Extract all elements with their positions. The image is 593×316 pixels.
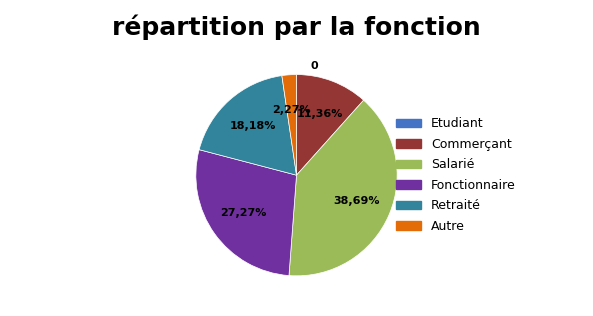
Text: 0: 0 [311, 62, 318, 71]
Text: 11,36%: 11,36% [296, 109, 343, 119]
Legend: Etudiant, Commerçant, Salarié, Fonctionnaire, Retraité, Autre: Etudiant, Commerçant, Salarié, Fonctionn… [391, 112, 521, 238]
Text: 2,27%: 2,27% [272, 105, 311, 115]
Wedge shape [296, 75, 364, 175]
Wedge shape [289, 100, 397, 276]
Wedge shape [282, 75, 296, 175]
Text: 27,27%: 27,27% [220, 208, 266, 218]
Wedge shape [199, 76, 296, 175]
Text: 18,18%: 18,18% [229, 121, 276, 131]
Text: 38,69%: 38,69% [333, 196, 380, 206]
Wedge shape [196, 150, 296, 276]
Title: répartition par la fonction: répartition par la fonction [112, 15, 481, 40]
